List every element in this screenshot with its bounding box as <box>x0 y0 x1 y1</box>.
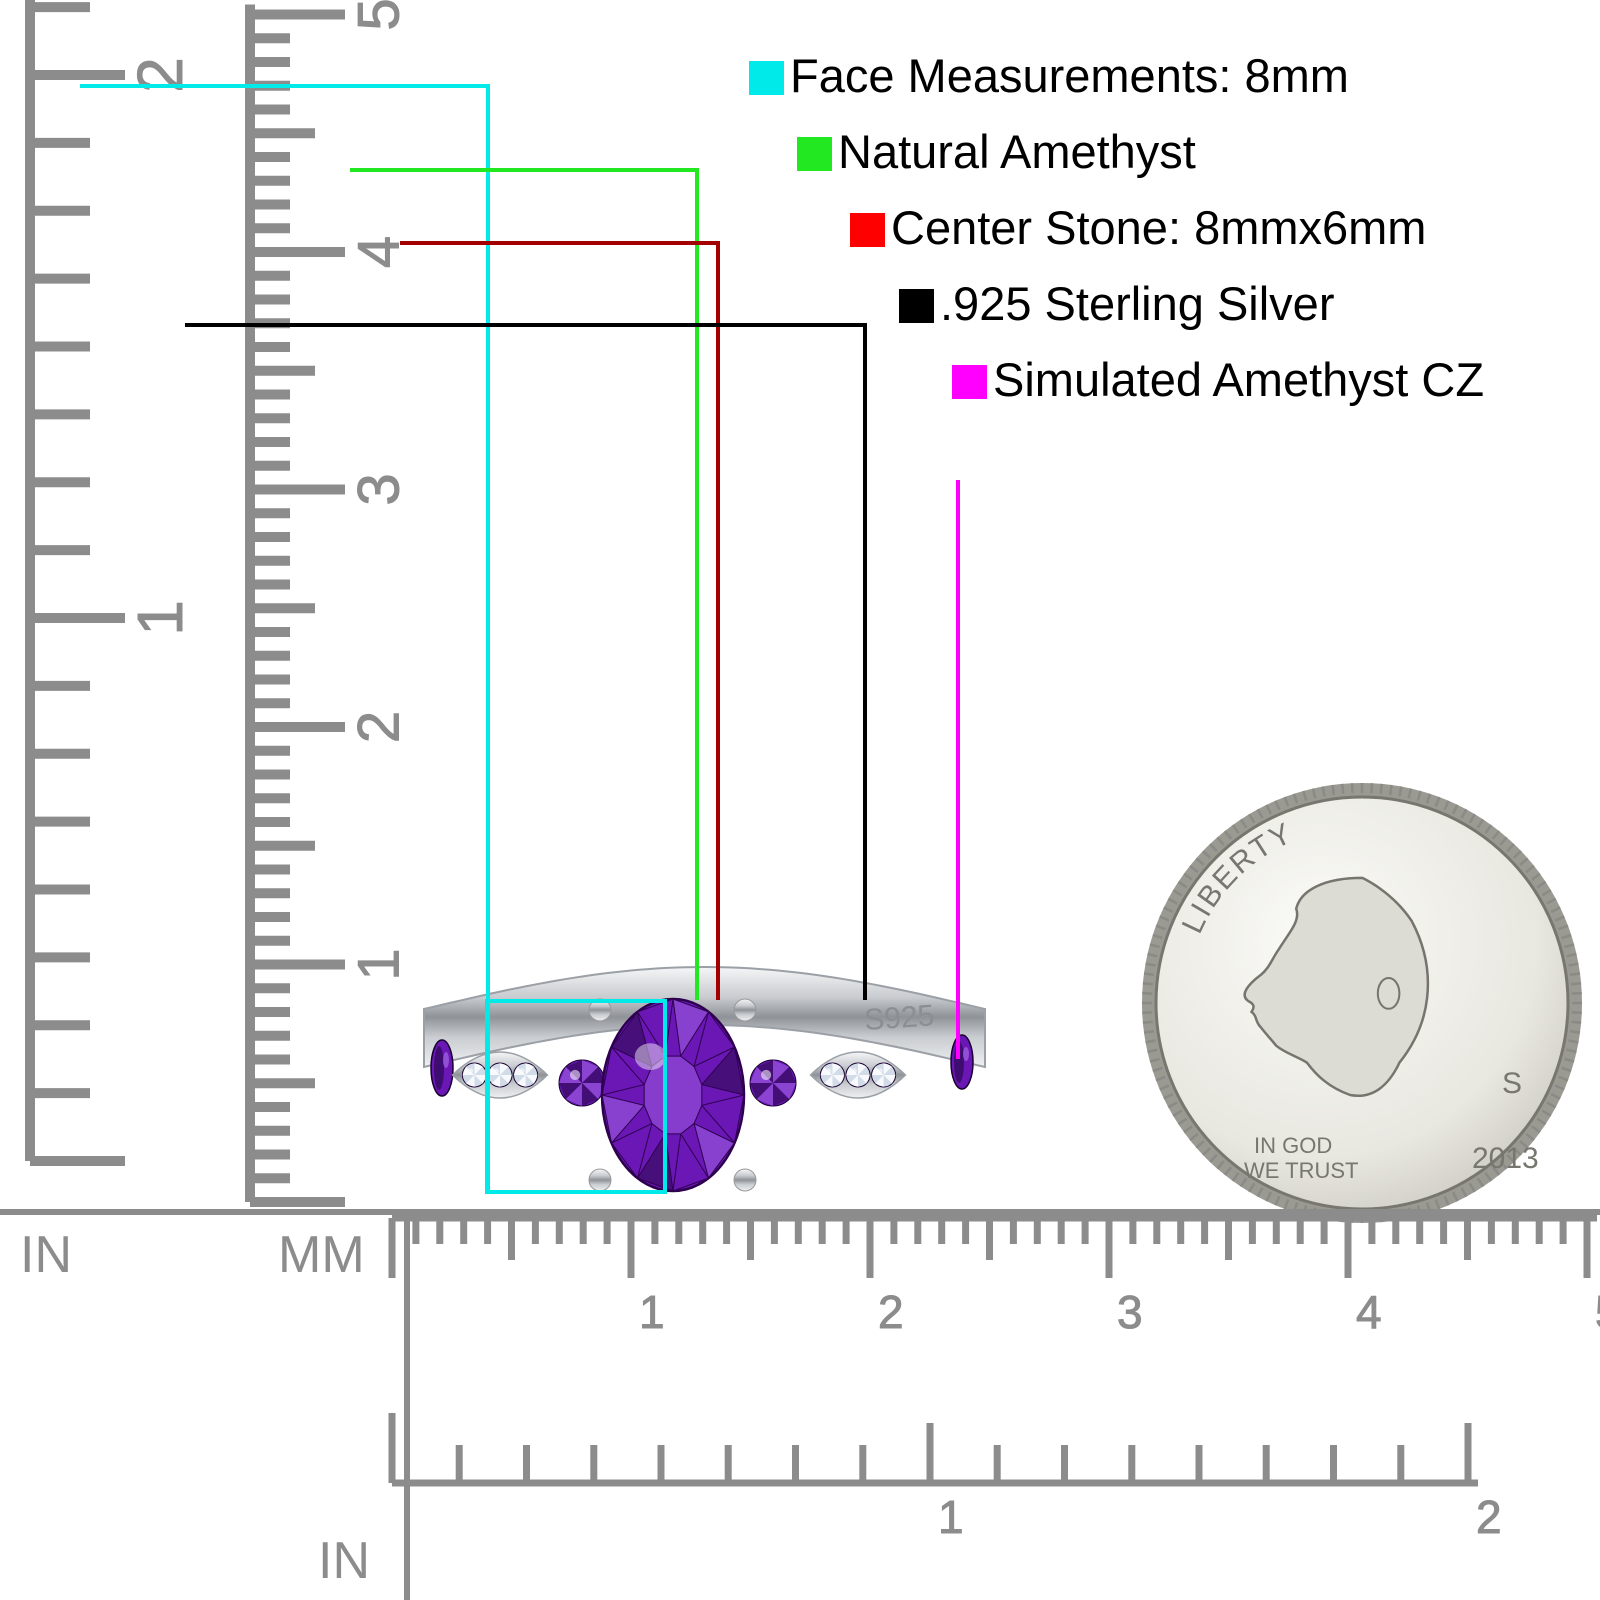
svg-text:5: 5 <box>346 0 411 31</box>
svg-text:1: 1 <box>124 600 196 636</box>
svg-text:Natural Amethyst: Natural Amethyst <box>838 125 1196 178</box>
svg-text:.925 Sterling Silver: .925 Sterling Silver <box>940 277 1334 330</box>
svg-text:1: 1 <box>346 948 411 980</box>
svg-text:2: 2 <box>1476 1491 1502 1543</box>
svg-text:MM: MM <box>278 1226 365 1284</box>
svg-text:4: 4 <box>1356 1286 1382 1338</box>
svg-text:Center Stone: 8mmx6mm: Center Stone: 8mmx6mm <box>891 201 1426 254</box>
svg-text:2: 2 <box>346 711 411 743</box>
svg-text:S925: S925 <box>863 999 935 1037</box>
svg-text:IN GOD: IN GOD <box>1254 1133 1332 1158</box>
svg-text:2013: 2013 <box>1472 1142 1539 1175</box>
svg-text:4: 4 <box>346 236 411 268</box>
svg-text:2: 2 <box>878 1286 904 1338</box>
svg-text:3: 3 <box>346 473 411 505</box>
svg-text:S: S <box>1502 1067 1522 1100</box>
svg-text:1: 1 <box>938 1491 964 1543</box>
svg-text:Face Measurements: 8mm: Face Measurements: 8mm <box>790 49 1349 102</box>
svg-text:5: 5 <box>1595 1286 1600 1338</box>
svg-text:3: 3 <box>1117 1286 1143 1338</box>
svg-text:IN: IN <box>20 1226 72 1284</box>
svg-text:WE TRUST: WE TRUST <box>1244 1158 1358 1183</box>
svg-text:1: 1 <box>639 1286 665 1338</box>
svg-text:IN: IN <box>318 1532 370 1590</box>
svg-text:Simulated Amethyst CZ: Simulated Amethyst CZ <box>993 353 1484 406</box>
